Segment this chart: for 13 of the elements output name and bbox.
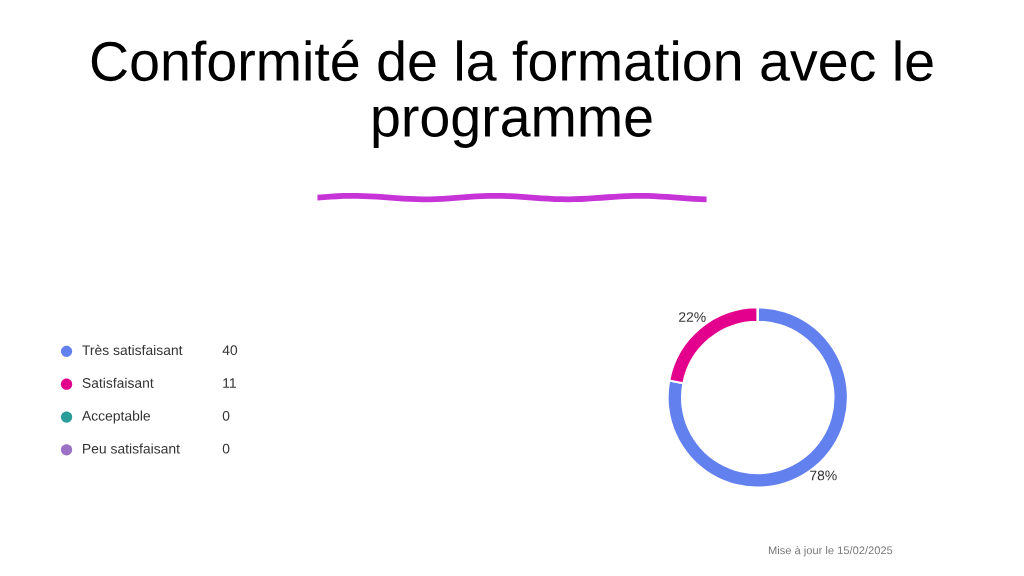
text: 11 bbox=[223, 378, 236, 388]
text: 40 bbox=[222, 345, 238, 356]
text: 0 bbox=[222, 443, 230, 454]
legend-label: Satisfaisant bbox=[82, 377, 154, 388]
text: Mise à jour le 15/02/2025 bbox=[768, 545, 893, 557]
legend-label: Très satisfaisant bbox=[82, 344, 183, 356]
legend-label: Peu satisfaisant bbox=[83, 443, 180, 454]
text: 0 bbox=[222, 410, 230, 421]
donut-slice bbox=[666, 306, 849, 489]
chart-title: Conformité de la formation avec le programme bbox=[91, 39, 933, 148]
legend-label: Acceptable bbox=[81, 410, 151, 424]
data-label: 78% bbox=[810, 470, 837, 481]
data-label: 22% bbox=[679, 312, 706, 322]
